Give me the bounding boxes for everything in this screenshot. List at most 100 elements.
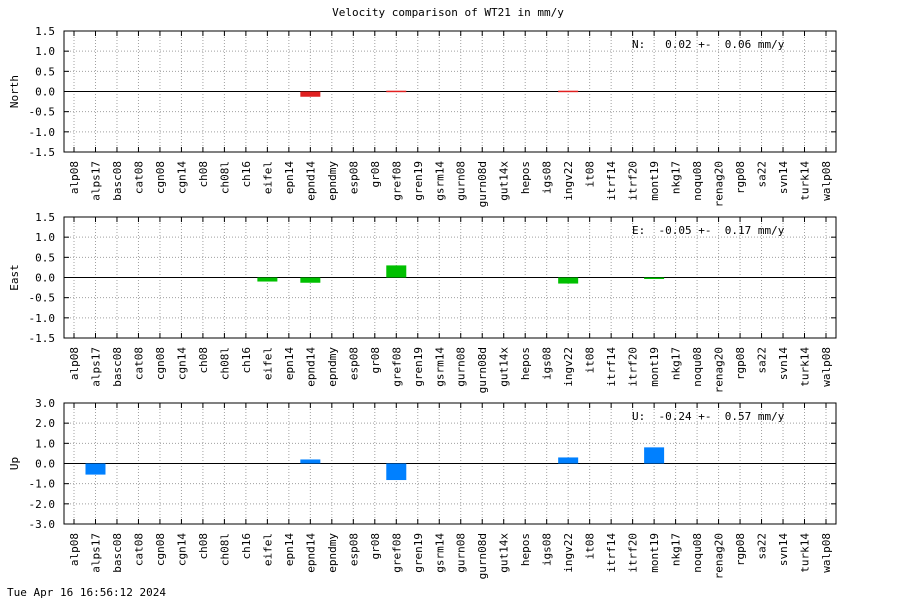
x-tick-label: gref08 — [390, 161, 403, 201]
bar-mont19 — [644, 277, 665, 279]
x-tick-label: hepos — [519, 161, 532, 194]
y-tick-label: -3.0 — [29, 518, 56, 531]
x-tick-label: hepos — [519, 347, 532, 380]
bar-mont19 — [644, 447, 665, 464]
x-tick-label: gurn08d — [476, 533, 489, 579]
x-tick-label: turk14 — [799, 347, 812, 387]
x-tick-label: itrf20 — [627, 161, 640, 201]
y-tick-label: -1.0 — [29, 312, 56, 325]
bar-epnd14 — [300, 277, 321, 283]
x-tick-label: gref08 — [390, 533, 403, 573]
x-tick-label: eifel — [261, 161, 274, 194]
x-tick-label: gref08 — [390, 347, 403, 387]
x-tick-label: ch08 — [197, 533, 210, 560]
x-tick-label: basc08 — [111, 347, 124, 387]
x-tick-label: ch16 — [240, 161, 253, 188]
x-tick-label: gren19 — [412, 161, 425, 201]
x-tick-label: gurn08 — [455, 347, 468, 387]
x-tick-label: gr08 — [369, 347, 382, 374]
x-tick-label: epn14 — [283, 533, 296, 566]
x-tick-label: ingv22 — [562, 161, 575, 201]
bar-gref08 — [386, 90, 407, 93]
x-tick-label: walp08 — [820, 161, 833, 201]
x-tick-label: basc08 — [111, 533, 124, 573]
x-tick-label: alp08 — [68, 533, 81, 566]
y-axis-label: East — [8, 264, 21, 291]
x-tick-label: svn14 — [777, 347, 790, 380]
y-tick-label: 0.5 — [35, 251, 55, 264]
x-tick-label: turk14 — [799, 533, 812, 573]
x-tick-label: epndmy — [326, 533, 339, 573]
x-tick-label: rgp08 — [734, 161, 747, 194]
x-tick-label: sa22 — [756, 347, 769, 374]
y-tick-label: 1.0 — [35, 231, 55, 244]
stat-annotation: E: -0.05 +- 0.17 mm/y — [632, 224, 785, 237]
x-tick-label: ch16 — [240, 347, 253, 374]
x-tick-label: esp08 — [347, 161, 360, 194]
x-tick-label: walp08 — [820, 533, 833, 573]
x-tick-label: epn14 — [283, 161, 296, 194]
x-tick-label: gsrm14 — [433, 533, 446, 573]
y-tick-label: 0.0 — [35, 272, 55, 285]
y-tick-label: 0.5 — [35, 65, 55, 78]
x-tick-label: cgn08 — [154, 161, 167, 194]
x-tick-label: cat08 — [132, 347, 145, 380]
y-tick-label: -0.5 — [29, 292, 56, 305]
x-tick-label: cgn08 — [154, 533, 167, 566]
y-tick-label: -1.0 — [29, 478, 56, 491]
bar-epnd14 — [300, 91, 321, 97]
x-tick-label: gren19 — [412, 533, 425, 573]
x-tick-label: epndmy — [326, 161, 339, 201]
x-tick-label: gut14x — [498, 347, 511, 387]
y-tick-label: 3.0 — [35, 397, 55, 410]
x-tick-label: gurn08 — [455, 161, 468, 201]
timestamp: Tue Apr 16 16:56:12 2024 — [7, 586, 166, 599]
x-tick-label: epnd14 — [304, 533, 317, 573]
x-tick-label: gren19 — [412, 347, 425, 387]
stat-annotation: U: -0.24 +- 0.57 mm/y — [632, 410, 785, 423]
x-tick-label: esp08 — [347, 533, 360, 566]
x-tick-label: gurn08d — [476, 161, 489, 207]
x-tick-label: cat08 — [132, 533, 145, 566]
x-tick-label: mont19 — [648, 161, 661, 201]
y-tick-label: 0.0 — [35, 86, 55, 99]
x-tick-label: eifel — [261, 347, 274, 380]
y-tick-label: 0.0 — [35, 458, 55, 471]
y-tick-label: -0.5 — [29, 106, 56, 119]
x-tick-label: igs08 — [541, 347, 554, 380]
x-tick-label: alps17 — [89, 533, 102, 573]
x-tick-label: gr08 — [369, 533, 382, 560]
x-tick-label: itrf14 — [605, 347, 618, 387]
x-tick-label: renag20 — [713, 347, 726, 393]
bar-gref08 — [386, 265, 407, 278]
x-tick-label: ch16 — [240, 533, 253, 560]
figure-title: Velocity comparison of WT21 in mm/y — [332, 6, 564, 19]
x-tick-label: cat08 — [132, 161, 145, 194]
x-tick-label: hepos — [519, 533, 532, 566]
x-tick-label: rgp08 — [734, 347, 747, 380]
x-tick-label: ch08l — [218, 533, 231, 566]
bar-ingv22 — [558, 457, 579, 464]
x-tick-label: nkg17 — [670, 161, 683, 194]
y-tick-label: 1.5 — [35, 25, 55, 38]
x-tick-label: svn14 — [777, 533, 790, 566]
x-tick-label: gurn08d — [476, 347, 489, 393]
x-tick-label: noqu08 — [691, 533, 704, 573]
x-tick-label: mont19 — [648, 347, 661, 387]
x-tick-label: it08 — [584, 533, 597, 560]
bar-alps17 — [85, 463, 106, 475]
y-tick-label: -2.0 — [29, 498, 56, 511]
x-tick-label: alp08 — [68, 161, 81, 194]
y-tick-label: 2.0 — [35, 417, 55, 430]
x-tick-label: sa22 — [756, 533, 769, 560]
x-tick-label: alps17 — [89, 161, 102, 201]
x-tick-label: cgn14 — [175, 347, 188, 380]
x-tick-label: gurn08 — [455, 533, 468, 573]
bar-gref08 — [386, 463, 407, 481]
y-tick-label: -1.5 — [29, 332, 56, 345]
x-tick-label: nkg17 — [670, 347, 683, 380]
stat-annotation: N: 0.02 +- 0.06 mm/y — [632, 38, 785, 51]
x-tick-label: itrf14 — [605, 533, 618, 573]
x-tick-label: turk14 — [799, 161, 812, 201]
x-tick-label: ch08 — [197, 161, 210, 188]
